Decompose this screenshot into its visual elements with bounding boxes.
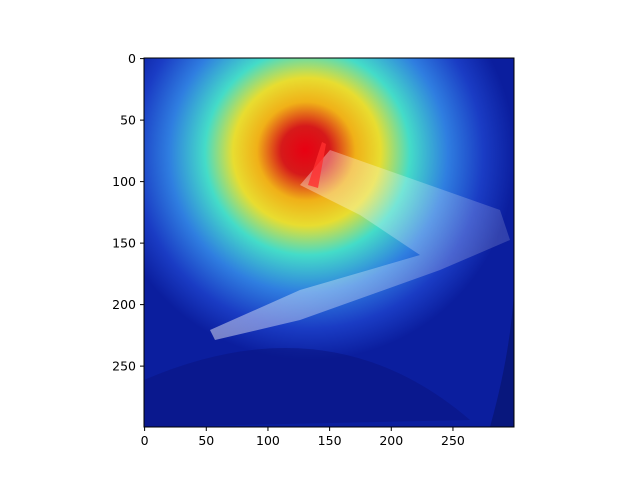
y-tick-label: 150	[112, 236, 136, 251]
plot-frame	[143, 57, 515, 428]
x-tick-label: 200	[379, 433, 403, 448]
window-frame-shape	[490, 230, 514, 427]
y-tick-label: 250	[112, 359, 136, 374]
x-tick-label: 100	[256, 433, 280, 448]
x-tick-label: 250	[441, 433, 465, 448]
x-tick-label: 0	[141, 433, 149, 448]
window-edge-shape	[144, 348, 470, 427]
x-tick-label: 150	[318, 433, 342, 448]
y-tick-label: 100	[112, 174, 136, 189]
y-tick-label: 0	[128, 51, 136, 66]
wing-shape	[210, 150, 510, 340]
y-axis: 0 50 100 150 200 250	[112, 51, 144, 374]
y-tick-label: 50	[120, 113, 136, 128]
x-tick-label: 50	[198, 433, 214, 448]
plot-area	[144, 58, 514, 427]
x-axis: 0 50 100 150 200 250	[141, 427, 465, 448]
y-tick-label: 200	[112, 297, 136, 312]
winglet-shape	[308, 142, 326, 188]
